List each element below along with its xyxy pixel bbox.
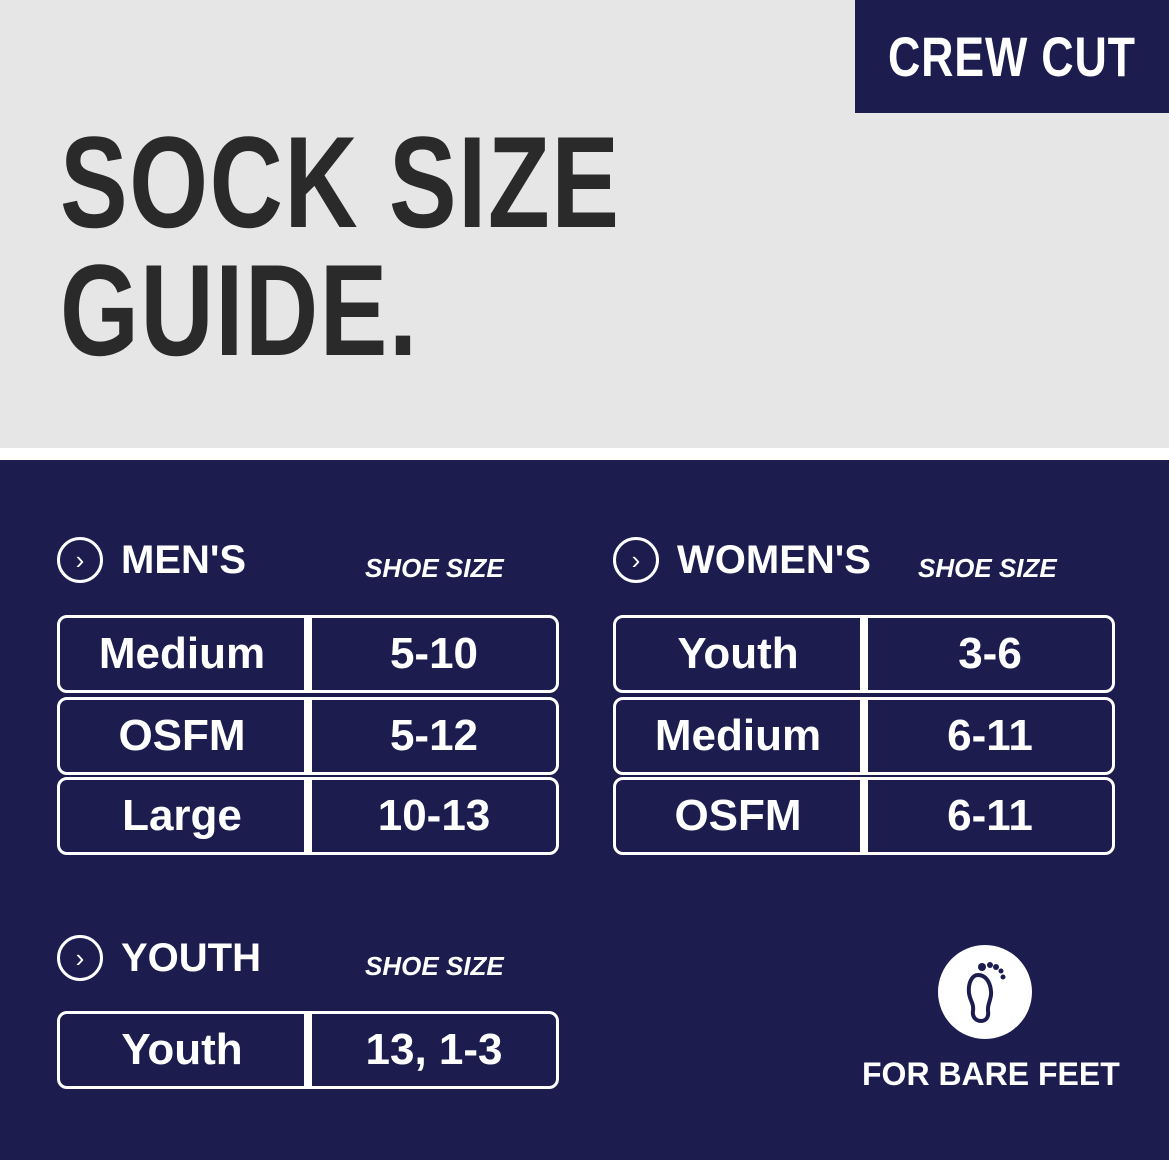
shoe-size: 5-10	[389, 629, 479, 678]
section-header: › MEN'S	[57, 537, 246, 583]
bare-feet-label: FOR BARE FEET	[862, 1056, 1120, 1092]
chevron-right-icon: ›	[613, 537, 659, 583]
foot-icon	[938, 945, 1032, 1039]
shoe-size-label: SHOE SIZE	[365, 553, 504, 583]
badge-text: CREW CUT	[888, 25, 1136, 88]
shoe-size-label: SHOE SIZE	[365, 951, 504, 981]
header-panel: CREW CUT SOCK SIZE GUIDE.	[0, 0, 1169, 448]
title-line-1: SOCK SIZE	[60, 109, 621, 255]
shoe-size-label: SHOE SIZE	[918, 553, 1057, 583]
section-header: › WOMEN'S	[613, 537, 871, 583]
size-row: Medium 5-10	[57, 615, 559, 693]
size-row: Large 10-13	[57, 777, 559, 855]
section-title: YOUTH	[121, 935, 261, 980]
size-row: OSFM 6-11	[613, 777, 1115, 855]
shoe-size: 3-6	[958, 629, 1022, 678]
sock-size: Youth	[616, 618, 868, 690]
section-title: WOMEN'S	[677, 537, 871, 582]
size-row: Medium 6-11	[613, 697, 1115, 775]
sock-size: OSFM	[60, 700, 312, 772]
sock-size: Youth	[60, 1014, 312, 1086]
section-header: › YOUTH	[57, 935, 261, 981]
shoe-size: 13, 1-3	[365, 1025, 503, 1074]
size-row: Youth 3-6	[613, 615, 1115, 693]
shoe-size: 6-11	[947, 791, 1033, 840]
size-row: OSFM 5-12	[57, 697, 559, 775]
sock-size: Medium	[60, 618, 312, 690]
shoe-size: 5-12	[389, 711, 479, 760]
chevron-right-icon: ›	[57, 537, 103, 583]
title-line-2: GUIDE.	[60, 237, 419, 383]
section-title: MEN'S	[121, 537, 247, 582]
size-row: Youth 13, 1-3	[57, 1011, 559, 1089]
size-panel: FOR BARE FEET › MEN'S SHOE SIZE Medium 5-10 O…	[0, 460, 1169, 1160]
sock-size: Medium	[616, 700, 868, 772]
sock-size: Large	[60, 780, 312, 852]
page-title: SOCK SIZE GUIDE.	[60, 109, 779, 383]
sock-size: OSFM	[616, 780, 868, 852]
chevron-right-icon: ›	[57, 935, 103, 981]
shoe-size: 10-13	[377, 791, 491, 840]
crew-cut-badge: CREW CUT	[855, 0, 1169, 113]
divider	[0, 448, 1169, 460]
shoe-size: 6-11	[947, 711, 1033, 760]
